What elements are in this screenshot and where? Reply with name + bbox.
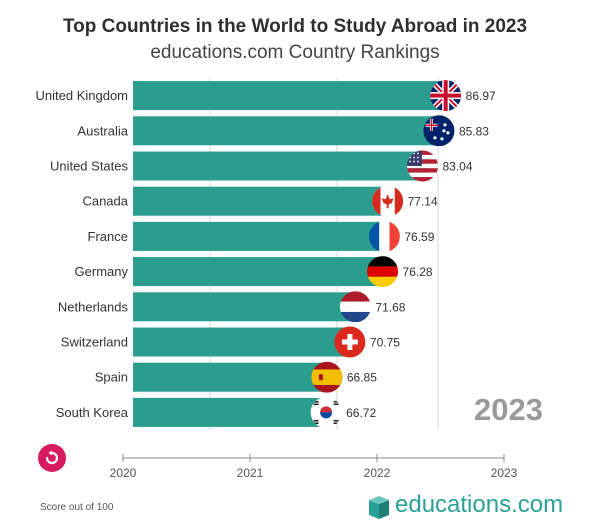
flag (372, 185, 404, 217)
flag (423, 115, 455, 147)
flag (406, 150, 438, 182)
book-logo-icon (369, 496, 389, 519)
timeline-tick-label: 2021 (237, 466, 264, 480)
bar (133, 257, 389, 287)
value-label: 66.72 (346, 406, 376, 420)
canada-flag-icon (372, 185, 404, 217)
year-label: 2023 (474, 392, 543, 427)
footnote: Score out of 100 (40, 502, 114, 513)
bar (133, 116, 445, 146)
netherlands-flag-icon (339, 291, 371, 323)
value-label: 76.59 (404, 230, 434, 244)
flag (430, 80, 462, 112)
category-label: United Kingdom (36, 88, 129, 103)
timeline-tick-label: 2020 (110, 466, 137, 480)
value-label: 76.28 (403, 265, 433, 279)
bar (133, 221, 391, 251)
bar (133, 186, 394, 216)
category-label: France (88, 229, 128, 244)
timeline-tick-label: 2023 (491, 466, 518, 480)
category-label: Germany (75, 264, 129, 279)
bar (133, 397, 333, 427)
flag (334, 326, 366, 358)
value-label: 85.83 (459, 124, 489, 138)
category-label: Australia (77, 123, 128, 138)
bar (133, 327, 356, 357)
timeline: 2020 2021 2022 2023 (110, 454, 518, 480)
category-label: Switzerland (61, 335, 128, 350)
flag (367, 256, 399, 288)
uk-flag-icon (430, 80, 462, 112)
bar (133, 151, 429, 181)
replay-button[interactable] (38, 444, 66, 472)
germany-flag-icon (367, 256, 399, 288)
flag (368, 220, 400, 252)
flag (311, 361, 343, 393)
france-flag-icon (368, 220, 400, 252)
flag (310, 396, 342, 428)
value-label: 71.68 (375, 300, 405, 314)
category-label: South Korea (56, 405, 129, 420)
category-label: Spain (95, 370, 128, 385)
chart-subtitle: educations.com Country Rankings (150, 42, 440, 63)
bar (133, 362, 333, 392)
spain-flag-icon (311, 361, 343, 393)
flag (339, 291, 371, 323)
value-label: 83.04 (442, 160, 472, 174)
timeline-tick-label: 2022 (364, 466, 391, 480)
south-korea-flag-icon (310, 396, 342, 428)
replay-icon (45, 450, 59, 465)
bar (133, 81, 452, 111)
bar (133, 292, 362, 322)
us-flag-icon (406, 150, 438, 182)
value-label: 77.14 (408, 195, 438, 209)
chart-title: Top Countries in the World to Study Abro… (62, 16, 528, 37)
value-label: 70.75 (370, 336, 400, 350)
switzerland-flag-icon (334, 326, 366, 358)
category-label: Netherlands (58, 299, 129, 314)
category-label: United States (50, 159, 129, 174)
category-label: Canada (82, 194, 128, 209)
value-label: 66.85 (347, 371, 377, 385)
bars: United Kingdom 86.97 Australia 85.83 United … (36, 80, 496, 428)
australia-flag-icon (423, 115, 455, 147)
logo-text: educations.com (395, 491, 564, 518)
value-label: 86.97 (466, 89, 496, 103)
